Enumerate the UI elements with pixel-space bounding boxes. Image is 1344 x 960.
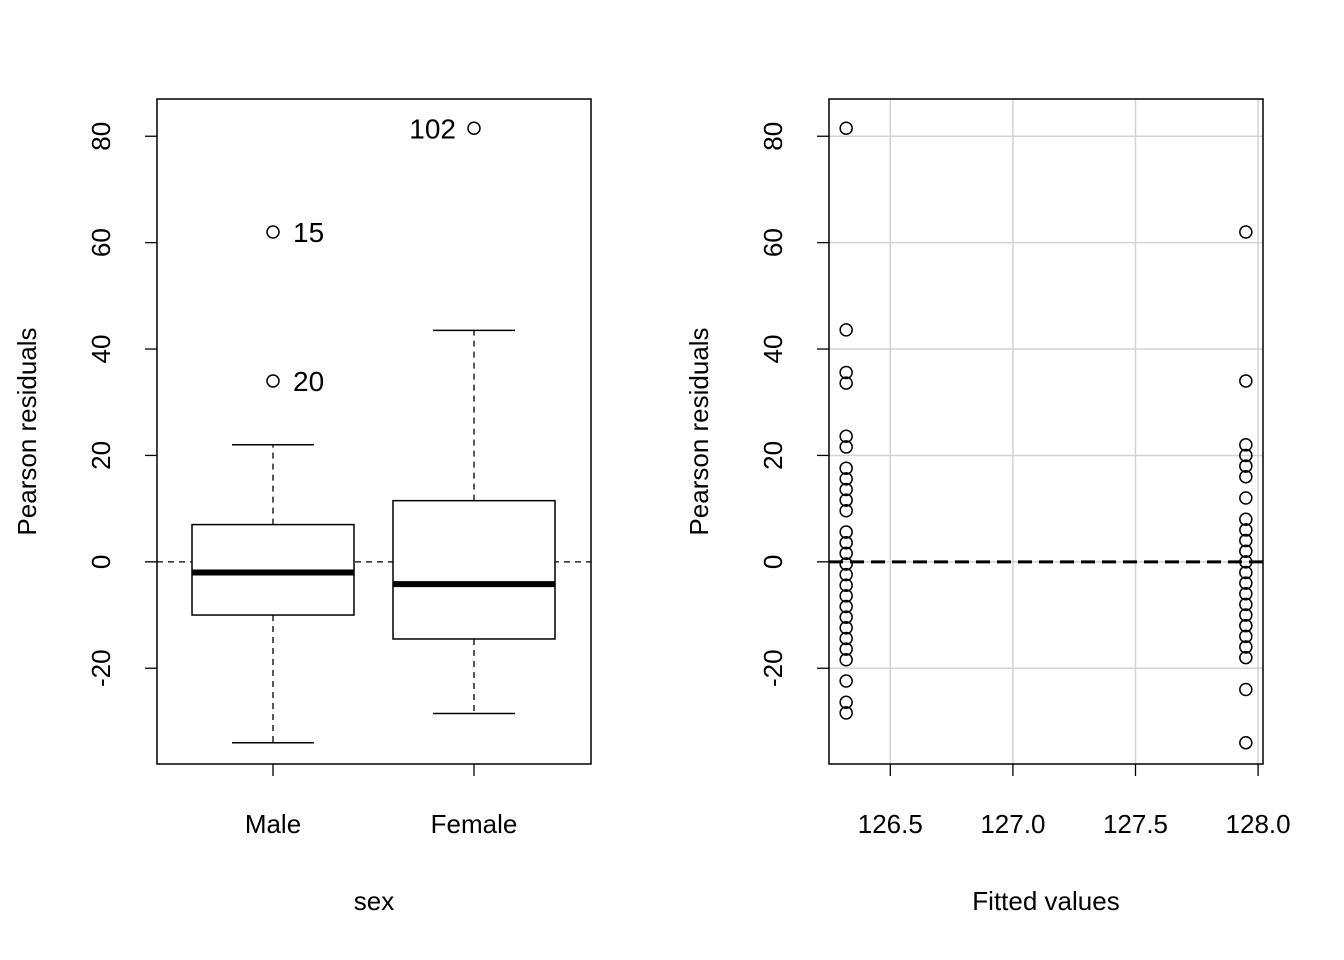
y-tick-label: 0 [758,555,788,569]
data-point [839,589,853,603]
data-point [1239,650,1253,665]
data-point [1239,512,1253,527]
iqr-box [392,499,556,640]
outlier-label: 20 [293,366,324,397]
data-point [839,599,853,614]
data-point [1239,544,1253,558]
data-point [839,121,853,136]
data-point [1239,469,1253,484]
data-point [1239,555,1253,569]
outlier-point [266,225,280,239]
data-point [839,546,853,561]
box-female: 102 [392,113,556,715]
y-tick-label: 60 [86,228,116,257]
data-point [1239,565,1253,580]
y-tick-label: -20 [758,649,788,687]
x-tick-label: Male [245,809,301,839]
y-axis-title: Pearson residuals [12,327,42,535]
data-point [839,525,853,539]
outlier-point [266,374,280,388]
plot-frame [828,98,1264,765]
x-tick-label: Female [431,809,518,839]
data-point [1239,459,1253,473]
data-point [1239,587,1253,601]
x-tick-label: 127.5 [1103,809,1168,839]
data-point [839,376,853,390]
data-point [839,642,853,656]
data-point [1239,735,1253,750]
data-point [1239,640,1253,654]
data-point [839,429,853,444]
y-axis-title: Pearson residuals [684,327,714,535]
y-tick-label: 80 [86,122,116,151]
data-point [839,461,853,475]
x-tick-label: 126.5 [858,809,923,839]
data-point [839,578,853,592]
x-axis-title: sex [354,886,394,916]
data-point [839,504,853,518]
outlier-point [467,121,481,136]
data-point [1239,597,1253,612]
data-point [839,652,853,667]
data-point [839,567,853,582]
data-point [1239,618,1253,633]
y-tick-label: 40 [86,335,116,364]
data-point [1239,225,1253,239]
data-point [839,706,853,720]
data-point [1239,682,1253,697]
data-point [839,610,853,624]
y-tick-label: 60 [758,228,788,257]
data-point [839,674,853,688]
data-point [839,557,853,571]
data-point [839,440,853,454]
outlier-label: 15 [293,217,324,248]
data-point [839,535,853,550]
y-tick-label: 40 [758,335,788,364]
data-point [1239,491,1253,505]
data-point [1239,448,1253,463]
data-point [839,493,853,507]
y-tick-label: 0 [86,555,116,569]
data-point [839,621,853,635]
data-point [839,323,853,337]
plot-frame [156,98,592,765]
y-tick-label: 20 [86,441,116,470]
data-point [839,695,853,710]
data-point [839,365,853,380]
data-point [1239,608,1253,622]
data-point [1239,533,1253,548]
data-point [1239,438,1253,452]
y-tick-label: 20 [758,441,788,470]
data-point [1239,629,1253,644]
outlier-label: 102 [409,113,456,144]
data-point [839,472,853,486]
y-tick-label: -20 [86,649,116,687]
y-tick-label: 80 [758,122,788,151]
data-point [1239,374,1253,388]
data-point [1239,523,1253,537]
data-point [839,631,853,646]
x-axis-title: Fitted values [972,886,1119,916]
data-point [839,482,853,497]
x-tick-label: 127.0 [980,809,1045,839]
data-point [1239,576,1253,590]
x-tick-label: 128.0 [1226,809,1291,839]
scatter-panel: -20 0 20 40 60 80 126.5 127.0 127.5 128.0 Fitted … [684,98,1291,916]
